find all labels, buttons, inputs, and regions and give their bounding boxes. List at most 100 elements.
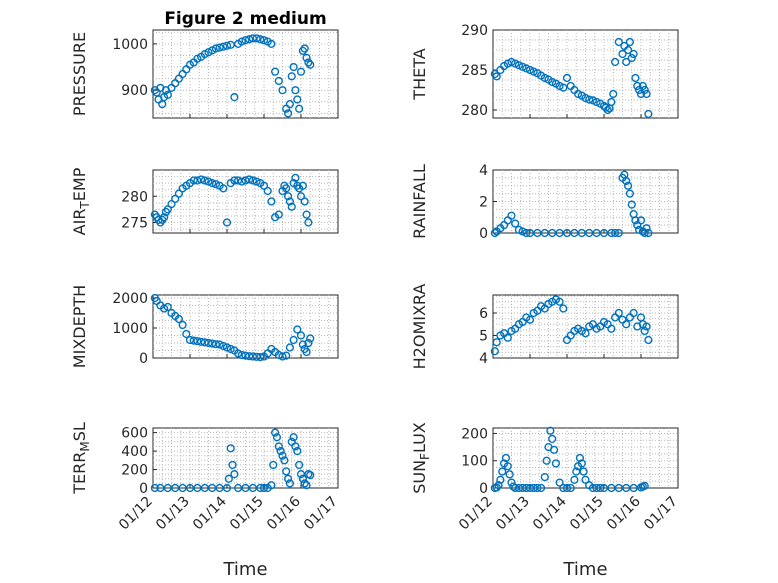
data-point — [492, 483, 501, 492]
y-axis-label: H2OMIXRA — [410, 284, 429, 370]
subplot-1: 900 1000 PRESSURE Figure 2 medium — [70, 9, 339, 119]
data-point — [269, 460, 278, 470]
data-point — [581, 329, 590, 338]
data-point — [300, 479, 309, 488]
data-point — [267, 197, 276, 206]
y-tick-label: 5 — [479, 329, 488, 345]
data-point — [163, 302, 172, 312]
data-point — [224, 474, 233, 483]
data-point — [291, 442, 300, 451]
data-point — [182, 329, 191, 339]
data-point — [533, 483, 542, 493]
x-tick-label: 01/14 — [190, 493, 230, 533]
data-point — [226, 444, 235, 453]
data-point — [540, 472, 549, 482]
data-point — [631, 73, 640, 83]
data-point — [490, 347, 499, 356]
data-point — [622, 320, 631, 329]
data-point — [285, 100, 295, 109]
data-point — [503, 462, 512, 471]
data-point — [174, 314, 184, 324]
data-point — [511, 59, 520, 68]
data-point — [304, 58, 313, 67]
data-point — [267, 39, 276, 48]
y-axis-label: TERRMSL — [70, 422, 92, 495]
y-tick-label: 280 — [461, 103, 488, 119]
y-tick-label: 0 — [479, 226, 488, 242]
data-point — [285, 479, 295, 488]
data-point — [555, 297, 564, 306]
data-point — [291, 86, 300, 95]
data-point — [274, 76, 283, 86]
y-tick-label: 6 — [479, 306, 488, 322]
data-point — [160, 304, 169, 313]
data-point — [625, 189, 635, 198]
data-point — [252, 34, 261, 43]
data-point — [222, 218, 232, 227]
data-point — [644, 109, 653, 119]
data-point — [640, 481, 649, 490]
data-point — [296, 192, 306, 201]
data-point — [642, 89, 651, 99]
data-point — [592, 97, 601, 107]
x-tick-label: 01/12 — [116, 494, 156, 534]
data-point — [555, 81, 564, 91]
data-point — [505, 470, 514, 479]
data-point — [306, 60, 315, 69]
data-point — [282, 184, 291, 193]
data-point — [627, 53, 636, 63]
x-tick-label: 01/14 — [530, 493, 570, 533]
data-point — [302, 481, 311, 490]
data-point — [614, 228, 623, 238]
data-point — [293, 325, 302, 334]
data-point — [248, 34, 258, 43]
data-point — [237, 177, 246, 186]
data-point — [219, 42, 228, 51]
data-point — [222, 41, 232, 50]
data-point — [522, 228, 531, 238]
data-point — [511, 219, 520, 228]
data-point — [298, 340, 307, 349]
data-point — [492, 72, 501, 81]
data-point — [302, 53, 311, 62]
data-point — [252, 177, 261, 186]
data-point — [623, 45, 633, 55]
data-point — [585, 95, 594, 104]
data-point — [226, 344, 235, 354]
data-point — [581, 93, 590, 103]
subplot-6: 4 5 6 H2OMIXRA — [410, 284, 679, 370]
y-tick-label: 0 — [139, 351, 148, 367]
data-point — [631, 216, 640, 225]
data-point — [282, 351, 291, 360]
x-tick-label: 01/17 — [301, 494, 341, 534]
y-tick-label: 1000 — [112, 37, 148, 53]
y-tick-label: 400 — [121, 444, 148, 460]
data-point — [215, 43, 224, 52]
y-tick-label: 0 — [479, 481, 488, 497]
y-tick-label: 900 — [121, 83, 148, 99]
data-point — [514, 61, 524, 70]
data-point — [555, 478, 564, 487]
data-point — [167, 200, 176, 209]
data-point — [503, 333, 512, 342]
data-point — [263, 186, 272, 196]
data-point — [219, 341, 228, 351]
data-point — [230, 470, 239, 479]
y-tick-label: 2 — [479, 195, 488, 211]
data-point — [298, 474, 307, 483]
data-point — [609, 89, 618, 99]
data-point — [295, 104, 304, 113]
data-point — [633, 81, 642, 91]
data-point — [272, 433, 282, 442]
data-point — [174, 189, 184, 198]
data-point — [200, 338, 209, 347]
data-point — [245, 175, 254, 184]
data-point — [566, 483, 575, 493]
y-tick-label: 290 — [461, 23, 488, 39]
data-point — [507, 211, 516, 220]
y-tick-label: 2000 — [112, 291, 148, 307]
y-tick-label: 1000 — [112, 321, 148, 337]
data-point — [588, 96, 598, 105]
data-point — [278, 352, 287, 361]
